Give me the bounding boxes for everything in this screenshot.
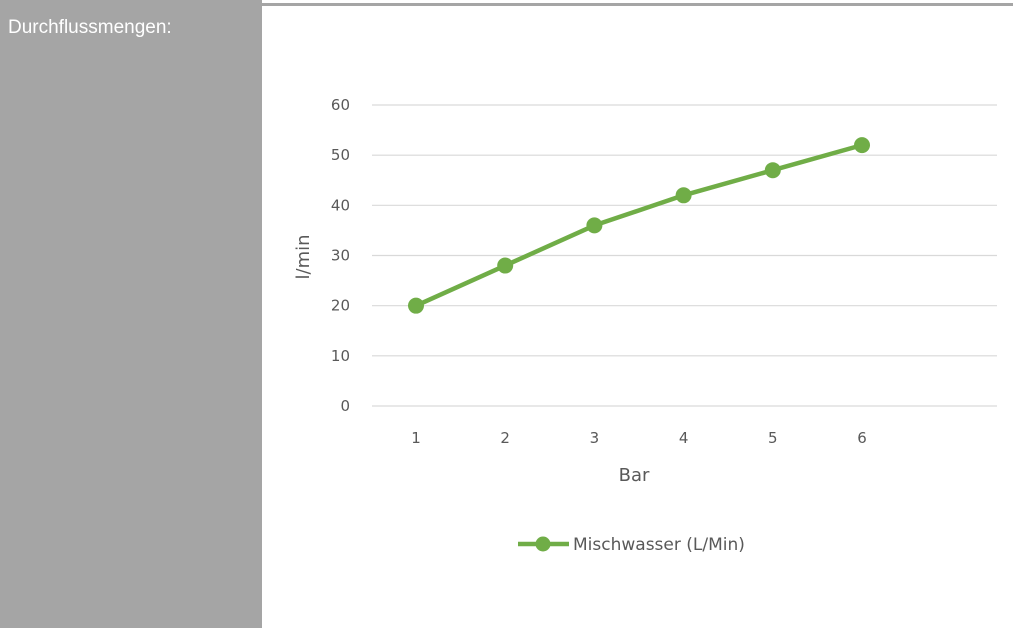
y-tick-label: 20 — [331, 297, 350, 315]
y-tick-label: 30 — [331, 247, 350, 265]
x-tick-label: 4 — [679, 429, 689, 447]
x-tick-label: 2 — [500, 429, 510, 447]
data-point — [586, 217, 603, 234]
series-layer — [408, 137, 870, 314]
data-point — [497, 257, 514, 274]
data-point — [675, 187, 692, 204]
x-tick-label: 5 — [768, 429, 778, 447]
x-tick-label: 1 — [411, 429, 421, 447]
legend: Mischwasser (L/Min) — [518, 535, 745, 555]
y-tick-label: 60 — [331, 96, 350, 114]
sidebar-label: Durchflussmengen: — [8, 17, 172, 38]
x-axis-ticks: 1 2 3 4 5 6 — [411, 429, 867, 447]
data-point — [854, 137, 870, 154]
flow-rate-chart: 0 10 20 30 40 50 60 1 2 3 4 5 6 l/min Bar Mischwass… — [262, 6, 1013, 628]
data-point — [408, 297, 424, 314]
x-tick-label: 3 — [590, 429, 600, 447]
gridlines — [372, 104, 997, 407]
y-axis-ticks: 0 10 20 30 40 50 60 — [331, 96, 350, 415]
legend-label: Mischwasser (L/Min) — [573, 535, 745, 555]
data-point — [764, 162, 781, 179]
y-tick-label: 10 — [331, 347, 350, 365]
x-axis-title: Bar — [619, 465, 650, 486]
x-tick-label: 6 — [857, 429, 867, 447]
y-axis-title: l/min — [293, 234, 314, 279]
y-tick-label: 50 — [331, 146, 350, 164]
y-tick-label: 0 — [340, 397, 350, 415]
y-tick-label: 40 — [331, 196, 350, 214]
sidebar-panel: Durchflussmengen: — [0, 0, 262, 628]
chart-svg: 0 10 20 30 40 50 60 1 2 3 4 5 6 l/min Bar Mischwass… — [293, 96, 997, 555]
series-line — [413, 142, 865, 308]
top-divider — [262, 3, 1013, 6]
legend-marker — [535, 536, 551, 552]
